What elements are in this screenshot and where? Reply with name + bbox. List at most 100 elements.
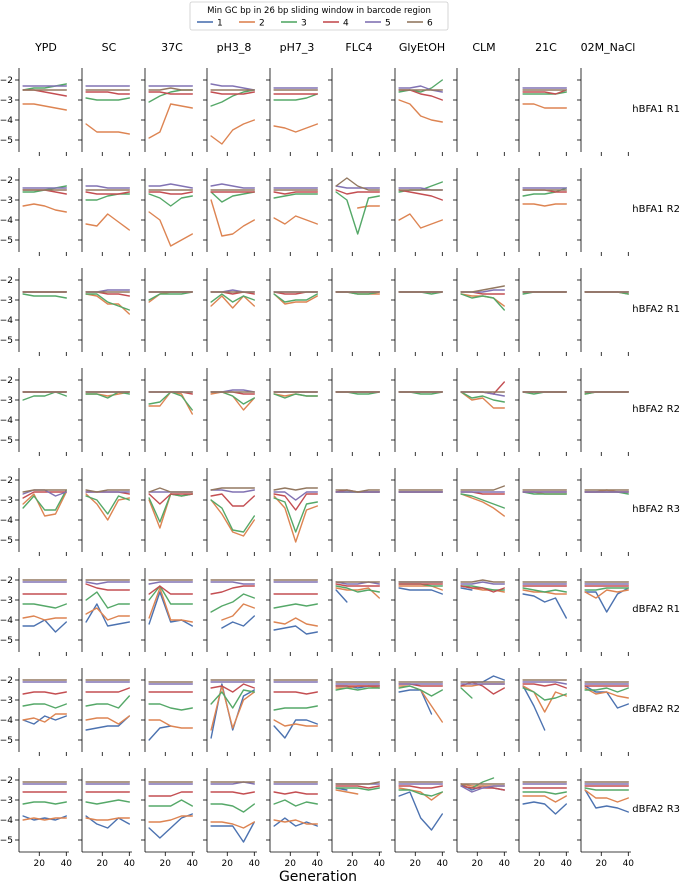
- series-line-3: [273, 393, 318, 399]
- legend-label-5: 5: [385, 19, 391, 29]
- series-line-2: [85, 123, 130, 135]
- series-line-4: [460, 585, 505, 593]
- series-line-1: [335, 589, 348, 603]
- panel-dBFA2-R2-pH3_8: [203, 668, 255, 756]
- panel-hBFA2-R3-GlyEtOH: [391, 468, 443, 556]
- series-line-2: [335, 789, 359, 795]
- series-line-4: [210, 585, 255, 595]
- series-line-6: [148, 87, 193, 91]
- panel-dBFA2-R1-FLC4: [328, 568, 380, 656]
- legend-label-6: 6: [427, 19, 433, 29]
- panel-hBFA1-R1-GlyEtOH: [391, 68, 443, 156]
- y-tick-label: −4: [0, 716, 13, 726]
- panel-dBFA2-R2-37C: [141, 668, 193, 756]
- panel-hBFA1-R1-CLM: [453, 68, 505, 156]
- series-line-3: [522, 791, 567, 795]
- series-line-1: [273, 625, 318, 635]
- series-line-2: [210, 199, 255, 237]
- series-line-4: [210, 493, 255, 507]
- panel-hBFA2-R2-CLM: [453, 368, 505, 456]
- panels: −2 −3 −4 −5 −2 −3 −4 −5 −2 −3 −4 −5 −2 −3 −4 −5 −2 −3 −4 −5…: [0, 68, 634, 869]
- series-line-2: [398, 585, 443, 591]
- series-line-3: [22, 391, 67, 401]
- y-tick-label: −5: [0, 136, 13, 146]
- x-tick-label: 20: [410, 859, 422, 869]
- series-line-6: [460, 579, 505, 583]
- series-line-2: [22, 203, 67, 213]
- series-line-1: [398, 689, 433, 715]
- series-line-4: [85, 583, 130, 591]
- series-line-1: [221, 615, 255, 629]
- legend-item-3: 3: [281, 19, 307, 29]
- series-line-2: [273, 719, 318, 727]
- panel-hBFA1-R1-37C: [141, 68, 193, 156]
- x-tick-label: 40: [623, 859, 635, 869]
- y-tick-label: −5: [0, 836, 13, 846]
- y-tick-label: −5: [0, 736, 13, 746]
- series-line-3: [22, 603, 67, 609]
- series-line-1: [22, 715, 67, 725]
- column-title-pH3_8: pH3_8: [217, 41, 252, 54]
- column-title-SC: SC: [102, 41, 117, 54]
- panel-hBFA2-R1-CLM: [453, 268, 505, 356]
- series-line-3: [398, 789, 443, 797]
- series-line-3: [273, 93, 318, 101]
- x-tick-label: 40: [561, 859, 573, 869]
- panel-hBFA1-R2-pH7_3: [266, 168, 318, 256]
- series-line-3: [210, 593, 255, 613]
- panel-dBFA2-R2-YPD: −2 −3 −4 −5: [0, 668, 67, 756]
- panel-hBFA2-R1-pH3_8: [203, 268, 255, 356]
- series-line-4: [85, 191, 130, 195]
- series-line-4: [210, 91, 255, 95]
- panel-hBFA2-R1-37C: [141, 268, 193, 356]
- series-line-3: [522, 587, 567, 593]
- panel-dBFA2-R3-pH7_3: 20 40: [266, 768, 323, 869]
- series-line-1: [522, 593, 567, 619]
- series-line-4: [273, 691, 318, 695]
- series-line-4: [273, 191, 318, 195]
- legend-label-2: 2: [259, 19, 265, 29]
- series-line-3: [335, 687, 380, 691]
- y-tick-label: −2: [0, 176, 13, 186]
- series-line-3: [210, 499, 255, 533]
- series-line-2: [85, 607, 130, 621]
- panel-dBFA2-R2-02M_NaCl: [577, 668, 629, 756]
- column-title-YPD: YPD: [34, 41, 57, 54]
- y-tick-label: −3: [0, 96, 13, 106]
- row-title-hBFA2-R2: hBFA2 R2: [632, 404, 680, 415]
- series-line-3: [85, 591, 130, 609]
- series-line-4: [22, 691, 67, 695]
- series-line-6: [460, 285, 505, 293]
- series-line-1: [523, 686, 566, 730]
- series-line-4: [85, 91, 130, 95]
- panel-dBFA2-R3-21C: 20 40: [515, 768, 572, 869]
- panel-hBFA2-R2-FLC4: [328, 368, 380, 456]
- series-line-2: [210, 119, 255, 145]
- legend-item-5: 5: [365, 19, 391, 29]
- series-line-4: [522, 683, 567, 689]
- panel-dBFA2-R1-pH3_8: [203, 568, 255, 656]
- series-line-4: [22, 89, 67, 97]
- series-line-2: [85, 293, 130, 315]
- series-line-2: [85, 817, 130, 821]
- panel-hBFA1-R2-YPD: −2 −3 −4 −5: [0, 168, 67, 256]
- series-line-3: [460, 391, 505, 403]
- series-line-3: [210, 293, 255, 303]
- series-line-2: [273, 215, 318, 225]
- series-line-2: [85, 493, 130, 521]
- series-line-3: [148, 799, 193, 807]
- series-line-5: [460, 581, 505, 585]
- series-line-1: [460, 587, 473, 591]
- panel-dBFA2-R2-21C: [515, 668, 566, 756]
- legend-items: 1 2 3 4 5 6: [197, 19, 433, 29]
- series-line-3: [584, 787, 629, 791]
- panel-hBFA1-R1-pH3_8: [203, 68, 255, 156]
- column-title-02M_NaCl: 02M_NaCl: [581, 41, 636, 54]
- series-line-4: [22, 491, 67, 499]
- legend-label-3: 3: [301, 19, 307, 29]
- series-line-3: [522, 687, 567, 701]
- panel-dBFA2-R2-CLM: [453, 668, 505, 756]
- series-line-4: [522, 89, 567, 95]
- panel-hBFA2-R3-37C: [141, 468, 193, 556]
- y-tick-label: −2: [0, 76, 13, 86]
